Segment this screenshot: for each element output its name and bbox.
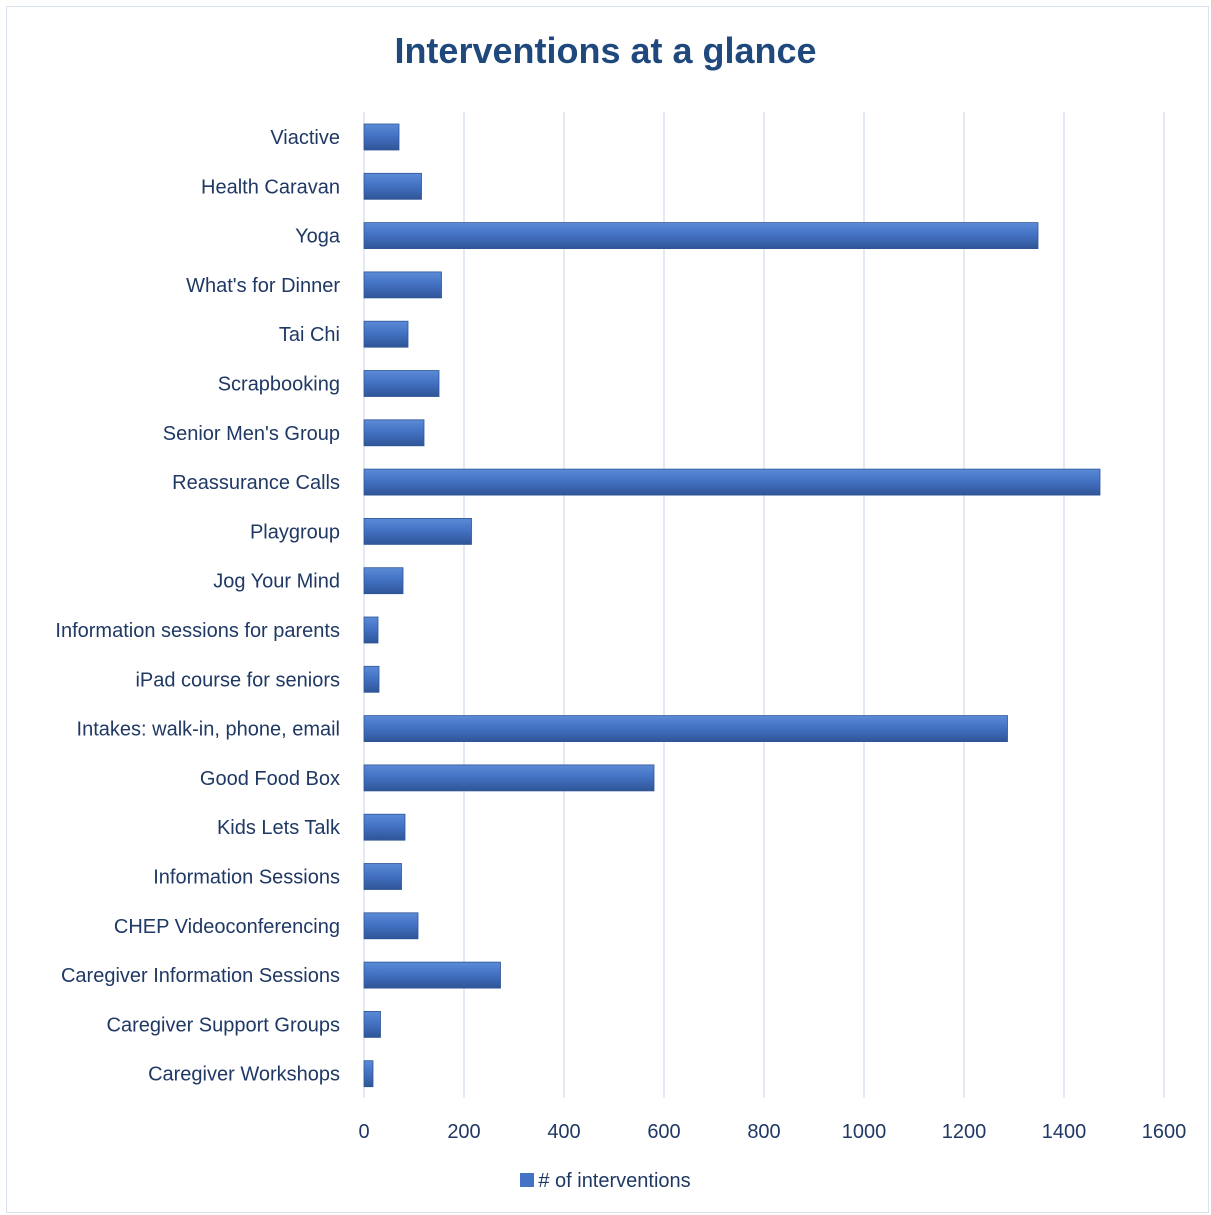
legend-label: # of interventions — [538, 1170, 691, 1192]
bar — [363, 1011, 381, 1038]
bar — [363, 518, 472, 545]
category-label: Scrapbooking — [218, 374, 340, 396]
bar — [363, 813, 406, 841]
bar — [363, 665, 380, 693]
bar — [363, 863, 402, 890]
category-label: Jog Your Mind — [213, 571, 340, 593]
x-tick-label: 1200 — [942, 1121, 987, 1143]
x-tick-label: 800 — [747, 1121, 780, 1143]
category-label: Intakes: walk-in, phone, email — [77, 719, 340, 741]
legend: # of interventions — [0, 1170, 1211, 1193]
bar — [363, 123, 400, 151]
legend-swatch — [520, 1173, 535, 1188]
category-label: Reassurance Calls — [172, 472, 340, 494]
bar — [363, 468, 1101, 496]
category-label: Information sessions for parents — [55, 620, 340, 642]
bar — [363, 567, 404, 595]
category-label: Viactive — [270, 127, 340, 149]
category-label: CHEP Videoconferencing — [114, 916, 340, 938]
bar — [363, 764, 655, 792]
x-tick-labels: 0 200 400 600 800 1000 1200 1400 1600 — [358, 1121, 1186, 1143]
x-tick-label: 1000 — [842, 1121, 887, 1143]
x-tick-label: 0 — [358, 1121, 369, 1143]
gridlines — [363, 112, 1165, 1098]
category-label: Caregiver Support Groups — [107, 1014, 340, 1036]
bar — [363, 419, 425, 447]
bar — [363, 1060, 374, 1088]
category-label: What's for Dinner — [186, 275, 340, 297]
x-tick-label: 1400 — [1042, 1121, 1087, 1143]
category-label: Senior Men's Group — [163, 423, 340, 445]
bar — [363, 961, 501, 989]
bar — [363, 222, 1039, 250]
category-label: Good Food Box — [200, 768, 340, 790]
bar — [363, 370, 440, 397]
category-labels: Viactive Health Caravan Yoga What's for Din… — [55, 127, 341, 1086]
bar — [363, 271, 442, 299]
x-tick-label: 400 — [547, 1121, 580, 1143]
bar — [363, 715, 1008, 742]
category-label: Caregiver Information Sessions — [61, 965, 340, 987]
x-tick-label: 600 — [647, 1121, 680, 1143]
category-label: Health Caravan — [201, 176, 340, 198]
category-label: Caregiver Workshops — [148, 1064, 340, 1086]
bars — [363, 123, 1101, 1088]
x-tick-label: 200 — [447, 1121, 480, 1143]
category-label: Information Sessions — [153, 867, 340, 889]
category-label: Kids Lets Talk — [217, 817, 341, 839]
chart-title: Interventions at a glance — [394, 30, 817, 71]
category-label: Tai Chi — [279, 324, 340, 346]
x-tick-label: 1600 — [1142, 1121, 1187, 1143]
category-label: Playgroup — [250, 521, 340, 543]
bar — [363, 616, 379, 644]
category-label: Yoga — [295, 226, 341, 248]
chart-frame — [6, 6, 1209, 1213]
category-label: iPad course for seniors — [135, 669, 340, 691]
bar — [363, 320, 409, 348]
bar — [363, 912, 419, 940]
bar — [363, 172, 422, 200]
